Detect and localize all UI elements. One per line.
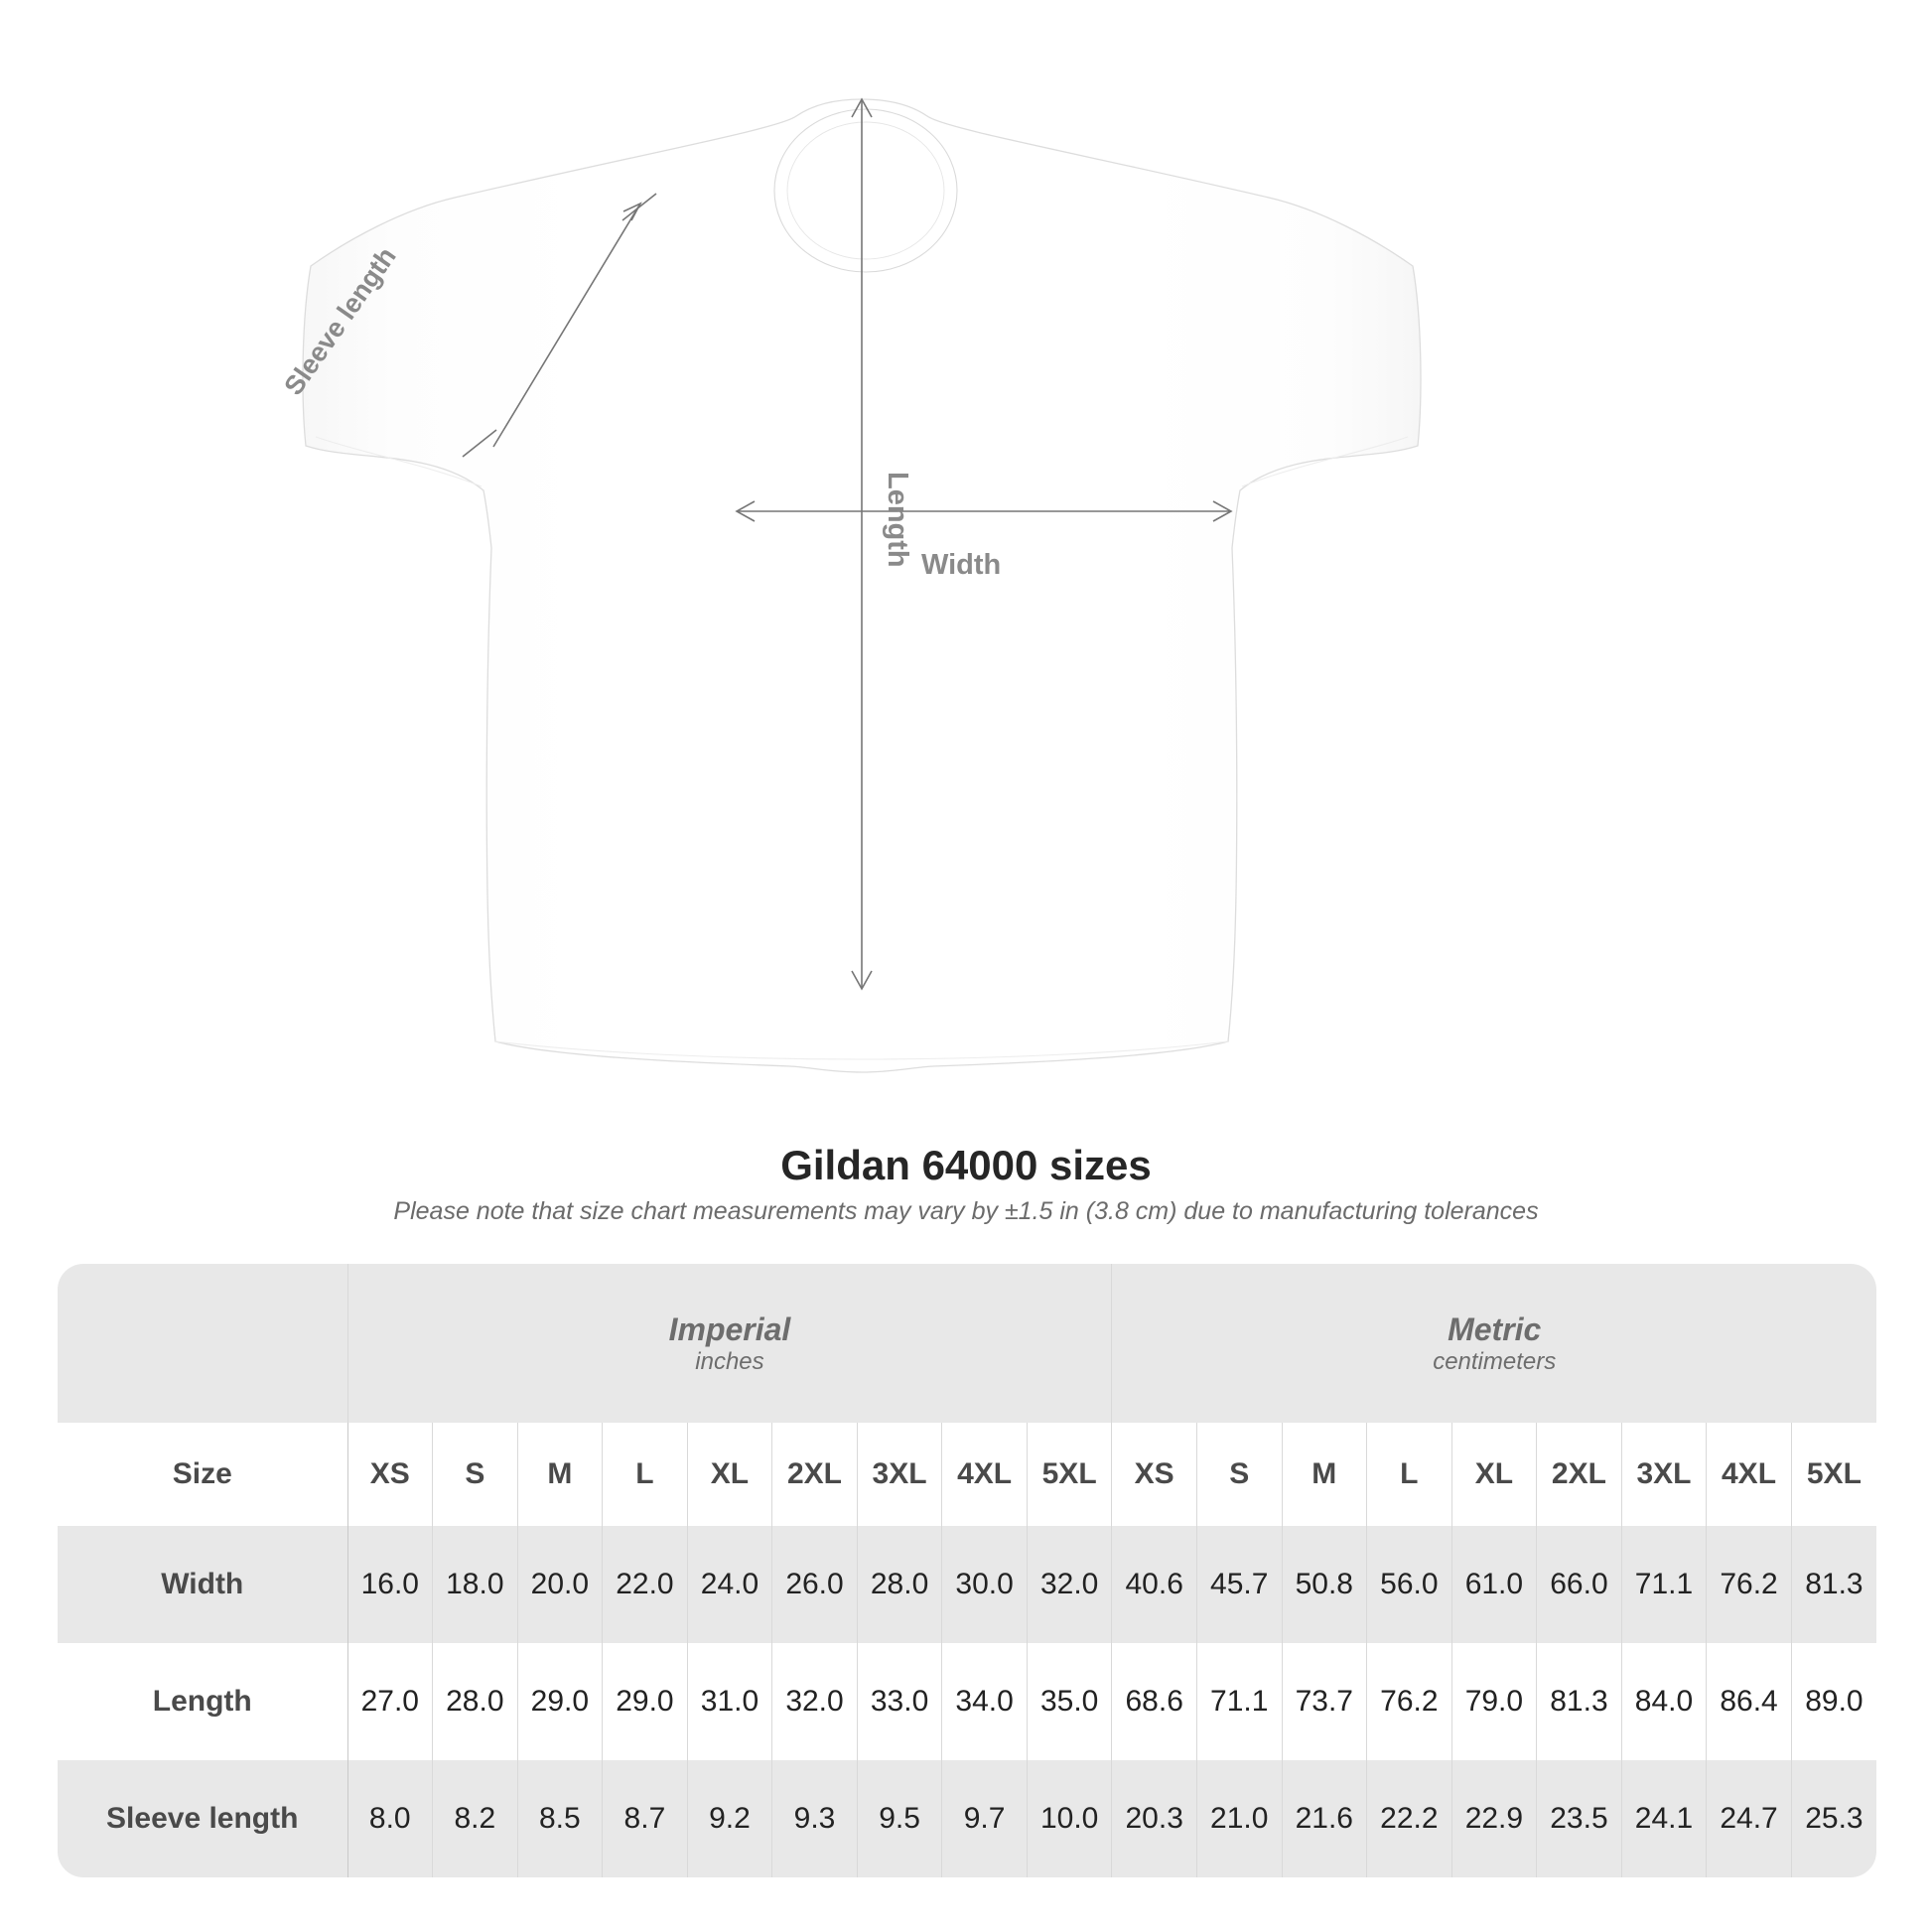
svg-text:Width: Width bbox=[921, 549, 1001, 581]
svg-text:Length: Length bbox=[882, 472, 913, 568]
